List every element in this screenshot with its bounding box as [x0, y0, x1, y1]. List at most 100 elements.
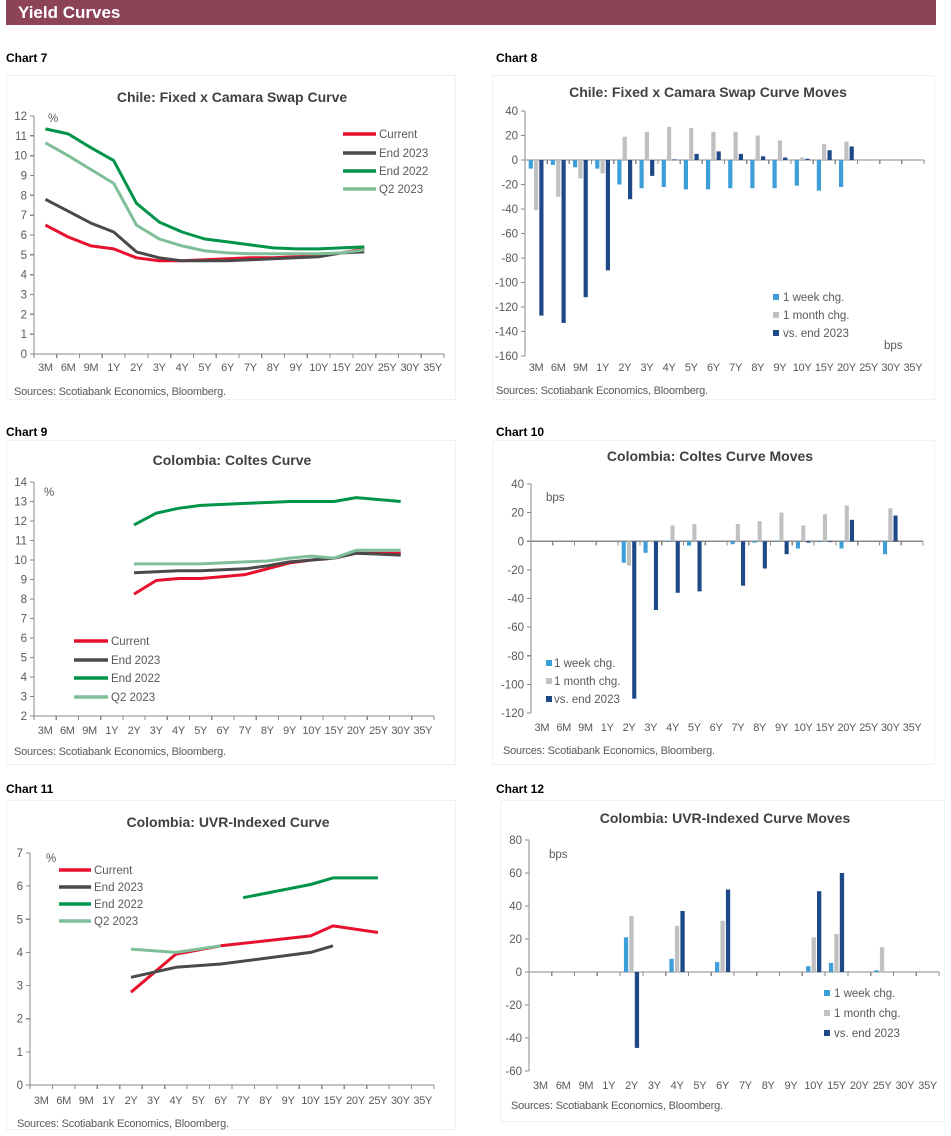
bar-vs-end-2023 — [628, 160, 633, 200]
y-tick-label: 6 — [17, 881, 23, 893]
bar-vs-end-2023 — [716, 151, 721, 160]
bar-1-week-chg — [839, 541, 844, 549]
x-tick-label: 9M — [579, 1080, 594, 1092]
y-tick-label: 7 — [17, 848, 23, 860]
legend-label: Q2 2023 — [379, 184, 423, 196]
chart-7-plot: Chile: Fixed x Camara Swap Curve01234567… — [14, 89, 445, 398]
x-tick-label: 1Y — [596, 362, 610, 374]
source-note: Sources: Scotiabank Economics, Bloomberg… — [14, 746, 226, 758]
bar-1-week-chg — [750, 160, 755, 189]
x-tick-label: 10Y — [794, 722, 814, 734]
x-tick-label: 5Y — [685, 362, 699, 374]
x-tick-label: 7Y — [244, 362, 258, 374]
x-tick-label: 3Y — [150, 725, 164, 737]
x-tick-label: 6Y — [707, 362, 721, 374]
legend-label: Current — [94, 865, 133, 877]
bar-vs-end-2023 — [839, 873, 845, 972]
y-tick-label: -100 — [495, 278, 518, 290]
x-tick-label: 15Y — [827, 1080, 847, 1092]
bar-1-month-chg — [801, 525, 806, 542]
series-line-end-2023 — [44, 197, 365, 263]
x-tick-label: 9M — [82, 725, 97, 737]
bar-1-month-chg — [720, 920, 725, 972]
x-tick-label: 9Y — [290, 362, 304, 374]
y-tick-label: 3 — [21, 692, 27, 704]
bar-1-month-chg — [757, 521, 762, 542]
y-tick-label: 6 — [21, 230, 27, 242]
x-tick-label: 1Y — [105, 725, 119, 737]
x-tick-label: 9Y — [282, 1095, 296, 1107]
x-tick-label: 30Y — [400, 362, 420, 374]
bar-1-month-chg — [834, 934, 839, 972]
chart-title: Colombia: UVR-Indexed Curve — [126, 814, 329, 830]
bar-vs-end-2023 — [650, 160, 655, 176]
x-tick-label: 9M — [578, 722, 593, 734]
chart-title: Colombia: Coltes Curve Moves — [607, 448, 813, 464]
x-tick-label: 35Y — [423, 362, 443, 374]
y-tick-label: 60 — [509, 868, 522, 880]
x-tick-label: 15Y — [325, 725, 345, 737]
bar-1-month-chg — [626, 541, 631, 566]
series-line-q2-2023 — [134, 548, 401, 566]
chart-9-panel: Colombia: Coltes Curve 2 3 4 5 6 7 8 9 10 11 12 13 14… — [6, 440, 456, 765]
bar-1-week-chg — [669, 958, 674, 972]
x-tick-label: 3M — [533, 1080, 548, 1092]
x-tick-label: 6M — [56, 1095, 71, 1107]
y-tick-label: 7 — [21, 210, 27, 222]
legend-swatch — [773, 312, 779, 318]
y-tick-label: 4 — [17, 947, 24, 959]
series-line-current — [133, 551, 401, 596]
x-tick-label: 8Y — [267, 362, 281, 374]
x-tick-label: 30Y — [881, 722, 901, 734]
bar-1-month-chg — [667, 126, 672, 160]
y-tick-label: 0 — [516, 967, 522, 979]
x-tick-label: 9Y — [775, 722, 789, 734]
x-tick-label: 8Y — [259, 1095, 273, 1107]
y-tick-label: 10 — [14, 555, 27, 567]
x-tick-label: 6Y — [216, 725, 230, 737]
bar-vs-end-2023 — [694, 153, 699, 160]
bar-vs-end-2023 — [583, 160, 588, 298]
x-tick-label: 1Y — [602, 1080, 616, 1092]
y-tick-label: 40 — [511, 479, 524, 491]
y-tick-label: -60 — [507, 622, 524, 634]
x-tick-label: 2Y — [128, 725, 142, 737]
bar-1-week-chg — [683, 160, 688, 190]
bar-1-month-chg — [735, 524, 740, 542]
bar-vs-end-2023 — [827, 150, 832, 160]
bar-1-week-chg — [687, 541, 692, 546]
chart-8-label: Chart 8 — [496, 51, 538, 65]
x-tick-label: 9Y — [283, 725, 297, 737]
chart-12-panel: Colombia: UVR-Indexed Curve Moves -60 -40 -… — [500, 800, 945, 1122]
x-tick-label: 15Y — [324, 1095, 344, 1107]
bar-1-week-chg — [828, 962, 834, 972]
bar-1-month-chg — [822, 514, 827, 542]
chart-title: Chile: Fixed x Camara Swap Curve — [117, 89, 348, 105]
legend-label: Current — [111, 636, 150, 648]
chart-title: Colombia: Coltes Curve — [153, 452, 312, 468]
x-tick-label: 3Y — [648, 1080, 662, 1092]
x-tick-label: 2Y — [130, 362, 144, 374]
bar-vs-end-2023 — [893, 515, 898, 542]
chart-11-plot: Colombia: UVR-Indexed Curve 0 1 2 3 4 5 6 7 3M 6M 9… — [17, 814, 435, 1130]
y-tick-label: 2 — [21, 711, 27, 723]
series-line-q2-2023 — [44, 141, 365, 256]
x-tick-label: 20Y — [346, 1095, 366, 1107]
legend-swatch — [546, 660, 552, 666]
bar-1-month-chg — [879, 947, 885, 973]
x-tick-label: 25Y — [859, 722, 879, 734]
x-tick-label: 15Y — [816, 722, 836, 734]
bar-vs-end-2023 — [680, 911, 685, 972]
y-tick-label: 40 — [505, 106, 518, 118]
x-tick-label: 2Y — [625, 1080, 639, 1092]
bar-1-month-chg — [692, 524, 697, 542]
y-tick-label: 8 — [21, 594, 27, 606]
y-tick-label: -40 — [507, 594, 524, 606]
bar-vs-end-2023 — [738, 153, 743, 160]
bar-1-week-chg — [639, 160, 644, 189]
legend-swatch — [773, 330, 779, 336]
bar-1-month-chg — [629, 915, 634, 972]
x-tick-label: 6M — [551, 362, 566, 374]
bar-1-week-chg — [715, 962, 720, 972]
bar-1-week-chg — [816, 160, 821, 191]
